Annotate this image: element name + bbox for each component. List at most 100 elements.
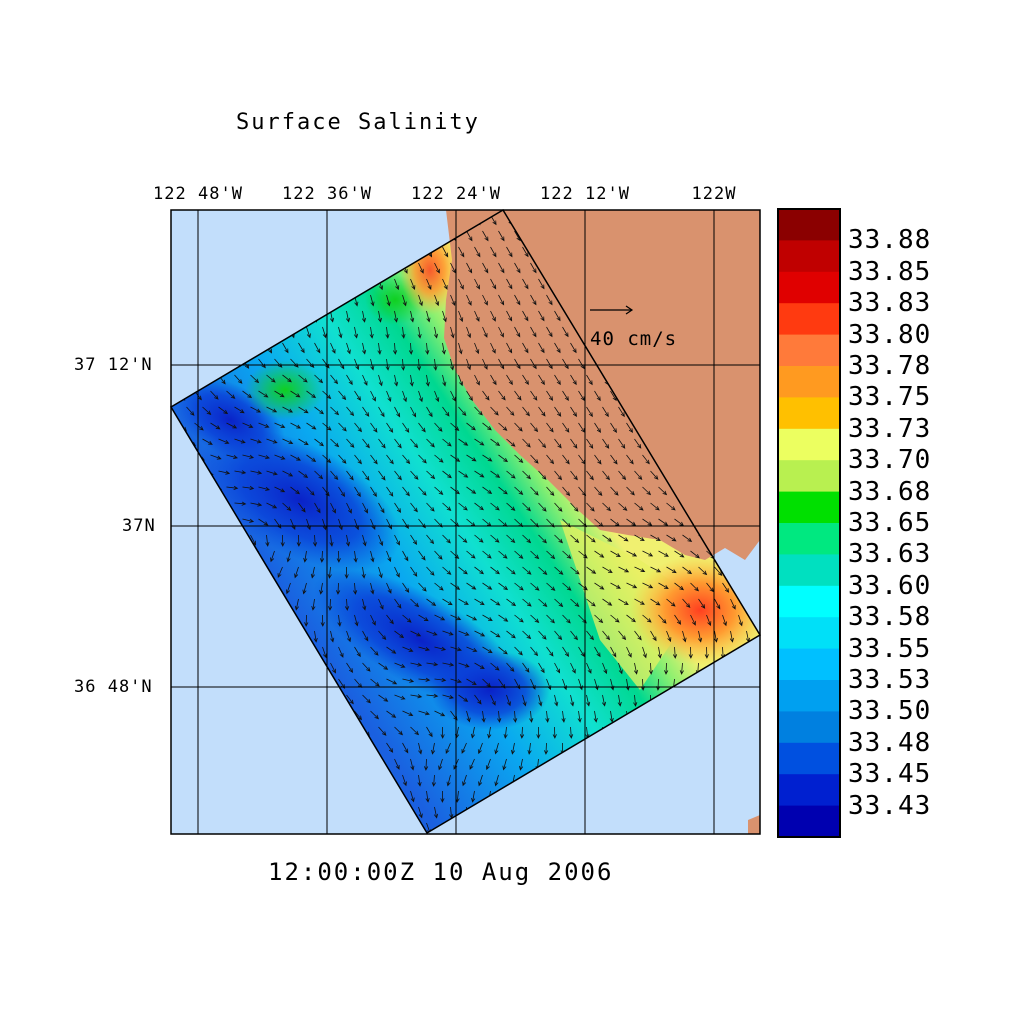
velocity-arrow <box>441 342 446 355</box>
velocity-arrow <box>450 358 455 371</box>
velocity-arrow <box>471 790 476 803</box>
velocity-arrow <box>346 406 355 417</box>
colorbar-tick-label: 33.60 <box>848 570 932 601</box>
velocity-arrow <box>370 454 378 465</box>
velocity-arrow <box>290 486 300 495</box>
velocity-arrow <box>290 422 302 429</box>
colorbar-swatch <box>778 585 840 618</box>
velocity-arrow <box>425 790 430 803</box>
velocity-arrow <box>402 550 409 562</box>
velocity-arrow <box>522 278 529 290</box>
velocity-arrow <box>530 614 540 624</box>
velocity-arrow <box>410 534 418 545</box>
velocity-arrow <box>538 630 547 640</box>
velocity-arrow <box>522 438 531 448</box>
velocity-arrow <box>322 326 327 339</box>
velocity-arrow <box>722 614 727 627</box>
velocity-arrow <box>402 678 415 683</box>
velocity-arrow <box>303 550 308 563</box>
velocity-arrow <box>530 326 537 338</box>
velocity-arrow <box>393 342 398 355</box>
velocity-arrow <box>530 486 539 496</box>
velocity-arrow <box>466 582 477 590</box>
velocity-arrow <box>458 278 464 290</box>
velocity-arrow <box>522 406 530 417</box>
velocity-arrow <box>319 550 325 563</box>
velocity-arrow <box>570 374 577 386</box>
velocity-arrow <box>362 534 367 547</box>
velocity-arrow <box>386 710 397 718</box>
velocity-arrow <box>544 742 549 755</box>
velocity-arrow <box>490 566 500 575</box>
velocity-arrow <box>330 406 340 416</box>
velocity-arrow <box>370 294 375 307</box>
velocity-arrow <box>658 614 667 624</box>
velocity-arrow <box>458 310 464 323</box>
velocity-arrow <box>626 582 638 589</box>
velocity-arrow <box>586 534 596 543</box>
velocity-arrow <box>386 678 398 685</box>
velocity-arrow <box>546 422 554 433</box>
colorbar-tick-label: 33.50 <box>848 696 932 727</box>
velocity-arrow <box>498 486 508 495</box>
velocity-arrow <box>226 422 238 429</box>
velocity-arrow <box>498 454 509 463</box>
velocity-arrow <box>362 694 371 704</box>
velocity-arrow <box>506 246 513 258</box>
velocity-arrow <box>466 710 471 723</box>
velocity-arrow <box>320 614 325 627</box>
reference-vector-label: 40 cm/s <box>590 328 678 350</box>
velocity-arrow <box>306 518 311 531</box>
velocity-arrow <box>490 598 501 606</box>
velocity-arrow <box>433 806 439 819</box>
velocity-arrow <box>538 534 547 544</box>
velocity-arrow <box>674 614 682 625</box>
velocity-arrow <box>682 534 693 542</box>
velocity-arrow <box>562 454 570 465</box>
velocity-arrow <box>730 598 736 610</box>
velocity-arrow <box>440 726 445 739</box>
velocity-arrow <box>466 550 476 559</box>
velocity-arrow <box>763 439 769 448</box>
velocity-arrow <box>386 550 392 563</box>
velocity-arrow <box>282 374 292 383</box>
velocity-arrow <box>450 326 455 339</box>
velocity-arrow <box>477 742 483 755</box>
velocity-arrow <box>538 566 548 575</box>
velocity-arrow <box>586 694 591 707</box>
velocity-arrow <box>513 710 518 723</box>
velocity-arrow <box>402 646 414 652</box>
velocity-arrow <box>362 502 368 514</box>
velocity-arrow <box>322 518 327 531</box>
velocity-arrow <box>650 598 661 606</box>
velocity-arrow <box>510 742 516 755</box>
velocity-arrow <box>370 390 376 402</box>
velocity-arrow <box>282 438 294 445</box>
velocity-arrow <box>498 550 508 559</box>
velocity-arrow <box>763 407 769 416</box>
velocity-arrow <box>554 374 561 386</box>
velocity-arrow <box>361 310 367 323</box>
velocity-arrow <box>530 454 539 464</box>
velocity-arrow <box>610 454 618 465</box>
velocity-arrow <box>410 662 423 667</box>
velocity-arrow <box>442 502 452 511</box>
velocity-arrow <box>442 662 455 667</box>
velocity-arrow <box>330 630 335 643</box>
velocity-arrow <box>546 486 555 496</box>
lon-label-122-12w: 122 12'W <box>540 184 630 204</box>
velocity-arrow <box>314 438 324 447</box>
velocity-arrow <box>425 342 430 355</box>
velocity-arrow <box>586 502 595 512</box>
velocity-arrow <box>418 742 423 755</box>
velocity-arrow <box>242 390 253 399</box>
velocity-arrow <box>498 358 505 370</box>
velocity-arrow <box>354 486 361 498</box>
velocity-arrow <box>610 582 621 589</box>
velocity-arrow <box>570 630 578 641</box>
velocity-arrow <box>458 374 464 387</box>
velocity-arrow <box>554 630 563 641</box>
velocity-arrow <box>250 374 260 384</box>
velocity-arrow <box>522 310 529 322</box>
velocity-arrow <box>354 710 363 721</box>
